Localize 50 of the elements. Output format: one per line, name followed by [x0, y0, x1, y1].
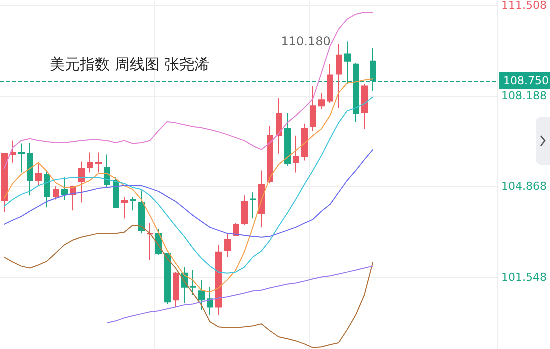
- candlestick: [53, 186, 59, 200]
- candlestick: [361, 84, 368, 130]
- candlestick: [301, 123, 308, 162]
- candlestick: [18, 143, 25, 174]
- y-tick-label: 104.868: [502, 180, 548, 194]
- line-series: [4, 149, 374, 238]
- candlestick: [284, 112, 291, 166]
- candlestick: [113, 177, 119, 209]
- candlestick: [147, 222, 153, 261]
- ref-line-label: 108.750: [504, 74, 550, 88]
- candlestick: [258, 170, 265, 228]
- annotation: 110.180: [281, 34, 331, 49]
- candlestick: [215, 244, 222, 316]
- candlestick: [27, 142, 33, 196]
- candlestick: [130, 197, 136, 212]
- line-series: [4, 78, 374, 293]
- candlestick: [318, 92, 325, 110]
- candlestick: [1, 153, 8, 214]
- candlestick: [121, 197, 128, 220]
- candlestick: [250, 192, 256, 220]
- candlestick: [61, 177, 68, 202]
- y-tick-label: 101.548: [502, 270, 548, 284]
- line-series: [4, 96, 374, 274]
- line-series: [4, 224, 374, 348]
- candlestick: [164, 252, 171, 305]
- candlestick: [35, 163, 42, 186]
- candlestick: [78, 161, 85, 204]
- candlestick: [293, 135, 299, 174]
- candlestick: [267, 126, 273, 184]
- line-series: [106, 266, 374, 324]
- candlestick: [276, 98, 282, 154]
- candlestick: [207, 286, 213, 316]
- candlestick: [190, 270, 196, 296]
- y-tick-label: 111.508: [502, 0, 548, 12]
- text: 美元指数 周线图 张尧浠: [50, 56, 210, 74]
- candlestick: [233, 222, 239, 236]
- candlestick: [327, 64, 333, 104]
- candlestick: [95, 152, 102, 174]
- candlestick: [138, 190, 145, 234]
- candlestick: [44, 170, 50, 208]
- candlestick: [87, 152, 93, 174]
- candlestick: [10, 140, 16, 164]
- candlestick: [173, 272, 179, 308]
- candlestick: [198, 280, 205, 311]
- candlestick: [310, 86, 316, 132]
- y-tick-label: 108.188: [502, 90, 548, 103]
- line-series: [4, 12, 374, 170]
- candlestick: [336, 44, 342, 109]
- candlestick: [241, 195, 248, 226]
- candlestick: [224, 233, 231, 258]
